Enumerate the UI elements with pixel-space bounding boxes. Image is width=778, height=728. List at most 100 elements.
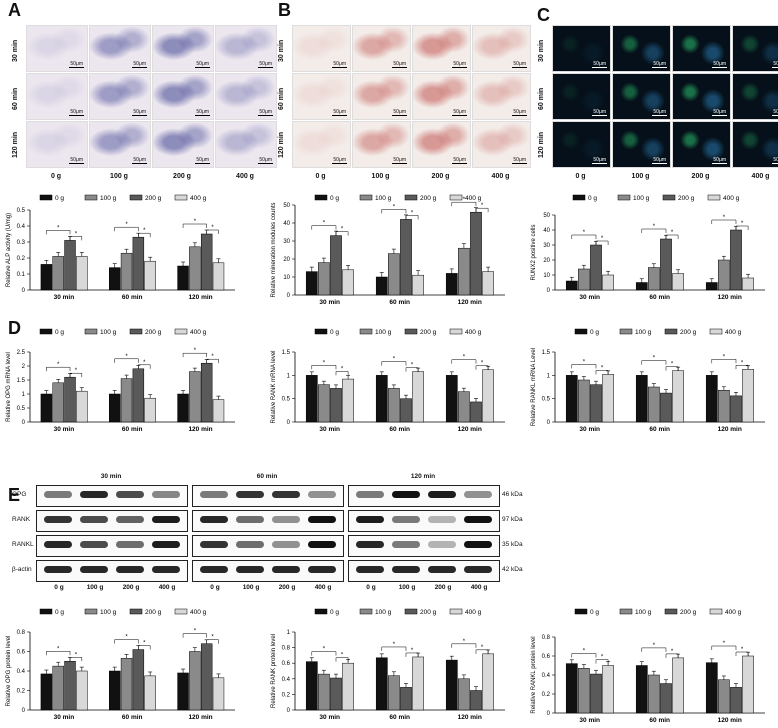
bar bbox=[578, 379, 590, 423]
bar bbox=[200, 643, 213, 711]
significance-bracket bbox=[641, 228, 667, 233]
wb-band bbox=[152, 491, 180, 498]
y-tick-label: 0 bbox=[287, 420, 291, 426]
bar bbox=[109, 393, 121, 423]
bar bbox=[318, 673, 330, 711]
micrograph-a: 50μm bbox=[89, 73, 151, 120]
legend-swatch bbox=[574, 328, 588, 335]
wb-band bbox=[464, 491, 492, 498]
scale-bar-label: 50μm bbox=[652, 157, 667, 164]
significance-bracket bbox=[405, 652, 419, 657]
legend-swatch bbox=[617, 194, 631, 201]
bar bbox=[388, 388, 400, 423]
bar bbox=[120, 378, 133, 423]
wb-row-box bbox=[348, 535, 500, 557]
wb-protein-label: β-actin bbox=[12, 566, 32, 573]
y-axis-label: Relative RANKL protein level bbox=[531, 636, 537, 713]
significance-star: * bbox=[411, 210, 414, 216]
wb-band bbox=[236, 566, 264, 573]
wb-row-box bbox=[192, 485, 344, 507]
y-axis-label: Relative RANKL mRNA Level bbox=[531, 348, 537, 426]
scale-bar-label: 50μm bbox=[258, 109, 273, 116]
significance-star: * bbox=[481, 203, 484, 209]
micrograph-c: 50μm bbox=[612, 25, 671, 72]
significance-star: * bbox=[583, 230, 586, 236]
scale-bar-label: 50μm bbox=[258, 61, 273, 68]
legend-label: 400 g bbox=[190, 609, 207, 616]
micrograph-c: 50μm bbox=[552, 25, 611, 72]
legend-label: 400 g bbox=[725, 329, 742, 336]
bar bbox=[40, 673, 53, 711]
legend-swatch bbox=[84, 608, 98, 615]
legend-label: 400 g bbox=[465, 329, 482, 336]
significance-star: * bbox=[723, 215, 726, 221]
bar bbox=[400, 219, 412, 296]
significance-star: * bbox=[125, 635, 128, 641]
scale-bar-label: 50μm bbox=[69, 109, 84, 116]
bar bbox=[705, 375, 718, 423]
y-tick-label: 0.4 bbox=[542, 673, 551, 679]
y-tick-label: 50 bbox=[283, 203, 290, 209]
significance-bracket bbox=[571, 653, 597, 658]
bar bbox=[144, 675, 156, 711]
wb-size-label: 46 kDa bbox=[502, 491, 523, 498]
micrograph-b: 50μm bbox=[412, 25, 471, 72]
x-tick-label: 60 min bbox=[389, 714, 410, 721]
legend-label: 400 g bbox=[723, 195, 740, 202]
x-tick-label: 120 min bbox=[718, 426, 742, 433]
legend-label: 100 g bbox=[100, 609, 117, 616]
significance-bracket bbox=[641, 360, 667, 365]
micrograph-c: 50μm bbox=[552, 121, 611, 168]
wb-band bbox=[308, 541, 336, 548]
wb-band bbox=[428, 491, 456, 498]
wb-band bbox=[236, 541, 264, 548]
y-tick-label: 0.6 bbox=[282, 661, 291, 667]
significance-star: * bbox=[57, 646, 60, 652]
bar bbox=[602, 374, 614, 423]
micrograph-a: 50μm bbox=[26, 25, 88, 72]
legend-swatch bbox=[84, 194, 98, 201]
wb-band bbox=[272, 491, 300, 498]
significance-bracket bbox=[114, 358, 139, 363]
significance-star: * bbox=[653, 356, 656, 362]
bar bbox=[177, 265, 189, 291]
legend-swatch bbox=[619, 608, 633, 615]
x-tick-label: 120 min bbox=[188, 294, 212, 301]
panel-label-e: E bbox=[8, 485, 21, 505]
y-tick-label: 0.3 bbox=[17, 240, 26, 246]
legend-label: 100 g bbox=[635, 329, 652, 336]
wb-row-box bbox=[348, 560, 500, 582]
x-tick-label: 60 min bbox=[649, 426, 670, 433]
legend-label: 0 g bbox=[55, 329, 64, 336]
y-tick-label: 0 bbox=[547, 288, 551, 294]
legend-swatch bbox=[404, 328, 418, 335]
scale-bar-label: 50μm bbox=[512, 109, 527, 116]
panel-label-d: D bbox=[8, 318, 21, 338]
y-tick-label: 0.2 bbox=[542, 692, 551, 698]
legend-swatch bbox=[129, 328, 143, 335]
scale-bar-label: 50μm bbox=[452, 109, 467, 116]
bar bbox=[189, 651, 201, 711]
micrograph-a: 50μm bbox=[152, 25, 214, 72]
micrograph-b: 50μm bbox=[352, 25, 411, 72]
legend-label: 0 g bbox=[588, 195, 597, 202]
micrograph-c: 50μm bbox=[672, 121, 731, 168]
scale-bar-label: 50μm bbox=[512, 157, 527, 164]
micrograph-c: 50μm bbox=[732, 25, 778, 72]
significance-bracket bbox=[335, 371, 349, 376]
bar bbox=[64, 376, 76, 423]
legend-swatch bbox=[174, 608, 188, 615]
legend-label: 100 g bbox=[100, 329, 117, 336]
y-tick-label: 0.4 bbox=[17, 224, 26, 230]
y-tick-label: 20 bbox=[283, 257, 290, 263]
significance-star: * bbox=[211, 635, 214, 641]
wb-band bbox=[464, 541, 492, 548]
bar bbox=[648, 267, 660, 291]
y-tick-label: 0.8 bbox=[282, 646, 291, 652]
bar bbox=[672, 657, 684, 714]
significance-bracket bbox=[114, 639, 139, 644]
wb-band bbox=[200, 516, 228, 523]
y-tick-label: 0.5 bbox=[17, 208, 26, 214]
significance-star: * bbox=[75, 652, 78, 658]
bar bbox=[672, 370, 684, 423]
